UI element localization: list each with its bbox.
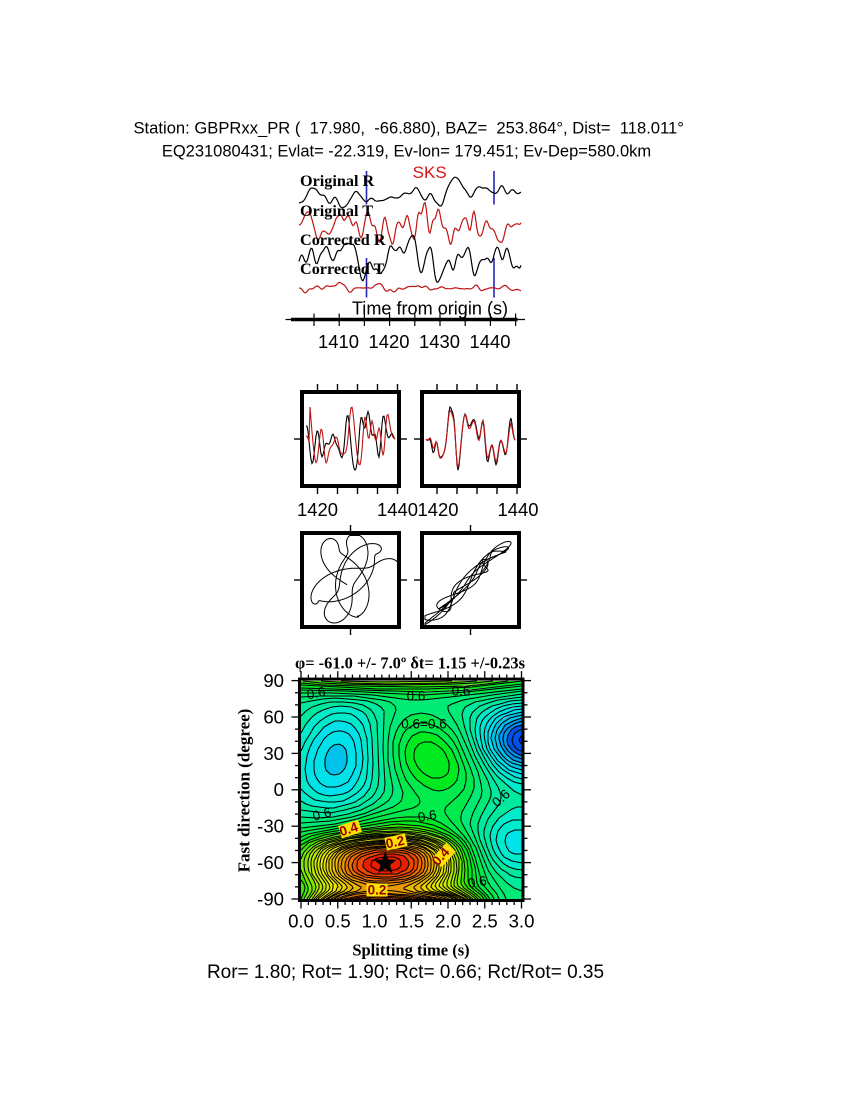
svg-text:1420: 1420 bbox=[369, 331, 410, 352]
svg-text:Corrected R: Corrected R bbox=[300, 231, 386, 249]
svg-text:Fast direction (degree): Fast direction (degree) bbox=[235, 709, 254, 873]
svg-text:0.6: 0.6 bbox=[452, 684, 471, 699]
svg-text:φ= -61.0 +/- 7.0º δt= 1.15 +/-: φ= -61.0 +/- 7.0º δt= 1.15 +/-0.23s bbox=[295, 654, 525, 673]
svg-text:Ror= 1.80; Rot= 1.90; Rct= 0.6: Ror= 1.80; Rot= 1.90; Rct= 0.66; Rct/Rot… bbox=[207, 962, 604, 983]
svg-text:0.6=0.6: 0.6=0.6 bbox=[401, 717, 446, 732]
svg-text:2.5: 2.5 bbox=[472, 911, 498, 932]
svg-text:2.0: 2.0 bbox=[435, 911, 461, 932]
svg-text:0.4: 0.4 bbox=[337, 819, 360, 839]
svg-text:Original T: Original T bbox=[300, 202, 373, 220]
svg-text:-30: -30 bbox=[257, 816, 284, 837]
svg-text:1.5: 1.5 bbox=[398, 911, 424, 932]
svg-text:-90: -90 bbox=[257, 888, 284, 909]
svg-text:0: 0 bbox=[274, 779, 284, 800]
svg-text:Original R: Original R bbox=[300, 172, 375, 190]
svg-text:1420: 1420 bbox=[297, 499, 338, 520]
svg-text:Time from origin (s): Time from origin (s) bbox=[352, 298, 508, 318]
svg-text:-60: -60 bbox=[257, 852, 284, 873]
svg-text:Corrected T: Corrected T bbox=[300, 260, 385, 278]
svg-text:0.2: 0.2 bbox=[384, 833, 405, 852]
svg-text:1.0: 1.0 bbox=[362, 911, 388, 932]
svg-text:0.6: 0.6 bbox=[311, 805, 333, 824]
svg-text:3.0: 3.0 bbox=[509, 911, 535, 932]
svg-text:30: 30 bbox=[263, 743, 284, 764]
svg-text:SKS: SKS bbox=[413, 163, 447, 182]
svg-text:0.0: 0.0 bbox=[288, 911, 314, 932]
svg-text:EQ231080431; Evlat= -22.319, E: EQ231080431; Evlat= -22.319, Ev-lon= 179… bbox=[162, 143, 651, 161]
svg-text:60: 60 bbox=[263, 706, 284, 727]
svg-text:1440: 1440 bbox=[498, 499, 539, 520]
svg-text:0.6: 0.6 bbox=[407, 689, 426, 704]
svg-text:0.6: 0.6 bbox=[417, 807, 438, 825]
svg-text:Station: GBPRxx_PR ( 17.980,: Station: GBPRxx_PR ( 17.980, -66.880), B… bbox=[133, 119, 683, 138]
svg-text:0.2: 0.2 bbox=[368, 883, 387, 898]
svg-text:0.6: 0.6 bbox=[467, 873, 488, 891]
svg-text:90: 90 bbox=[263, 670, 284, 691]
svg-text:1410: 1410 bbox=[318, 331, 359, 352]
svg-text:Splitting time (s): Splitting time (s) bbox=[352, 940, 469, 959]
svg-text:1440: 1440 bbox=[377, 499, 418, 520]
svg-text:0.5: 0.5 bbox=[325, 911, 351, 932]
svg-text:1420: 1420 bbox=[418, 499, 459, 520]
svg-text:1440: 1440 bbox=[470, 331, 511, 352]
svg-text:1430: 1430 bbox=[419, 331, 460, 352]
svg-text:0.6: 0.6 bbox=[305, 684, 326, 703]
